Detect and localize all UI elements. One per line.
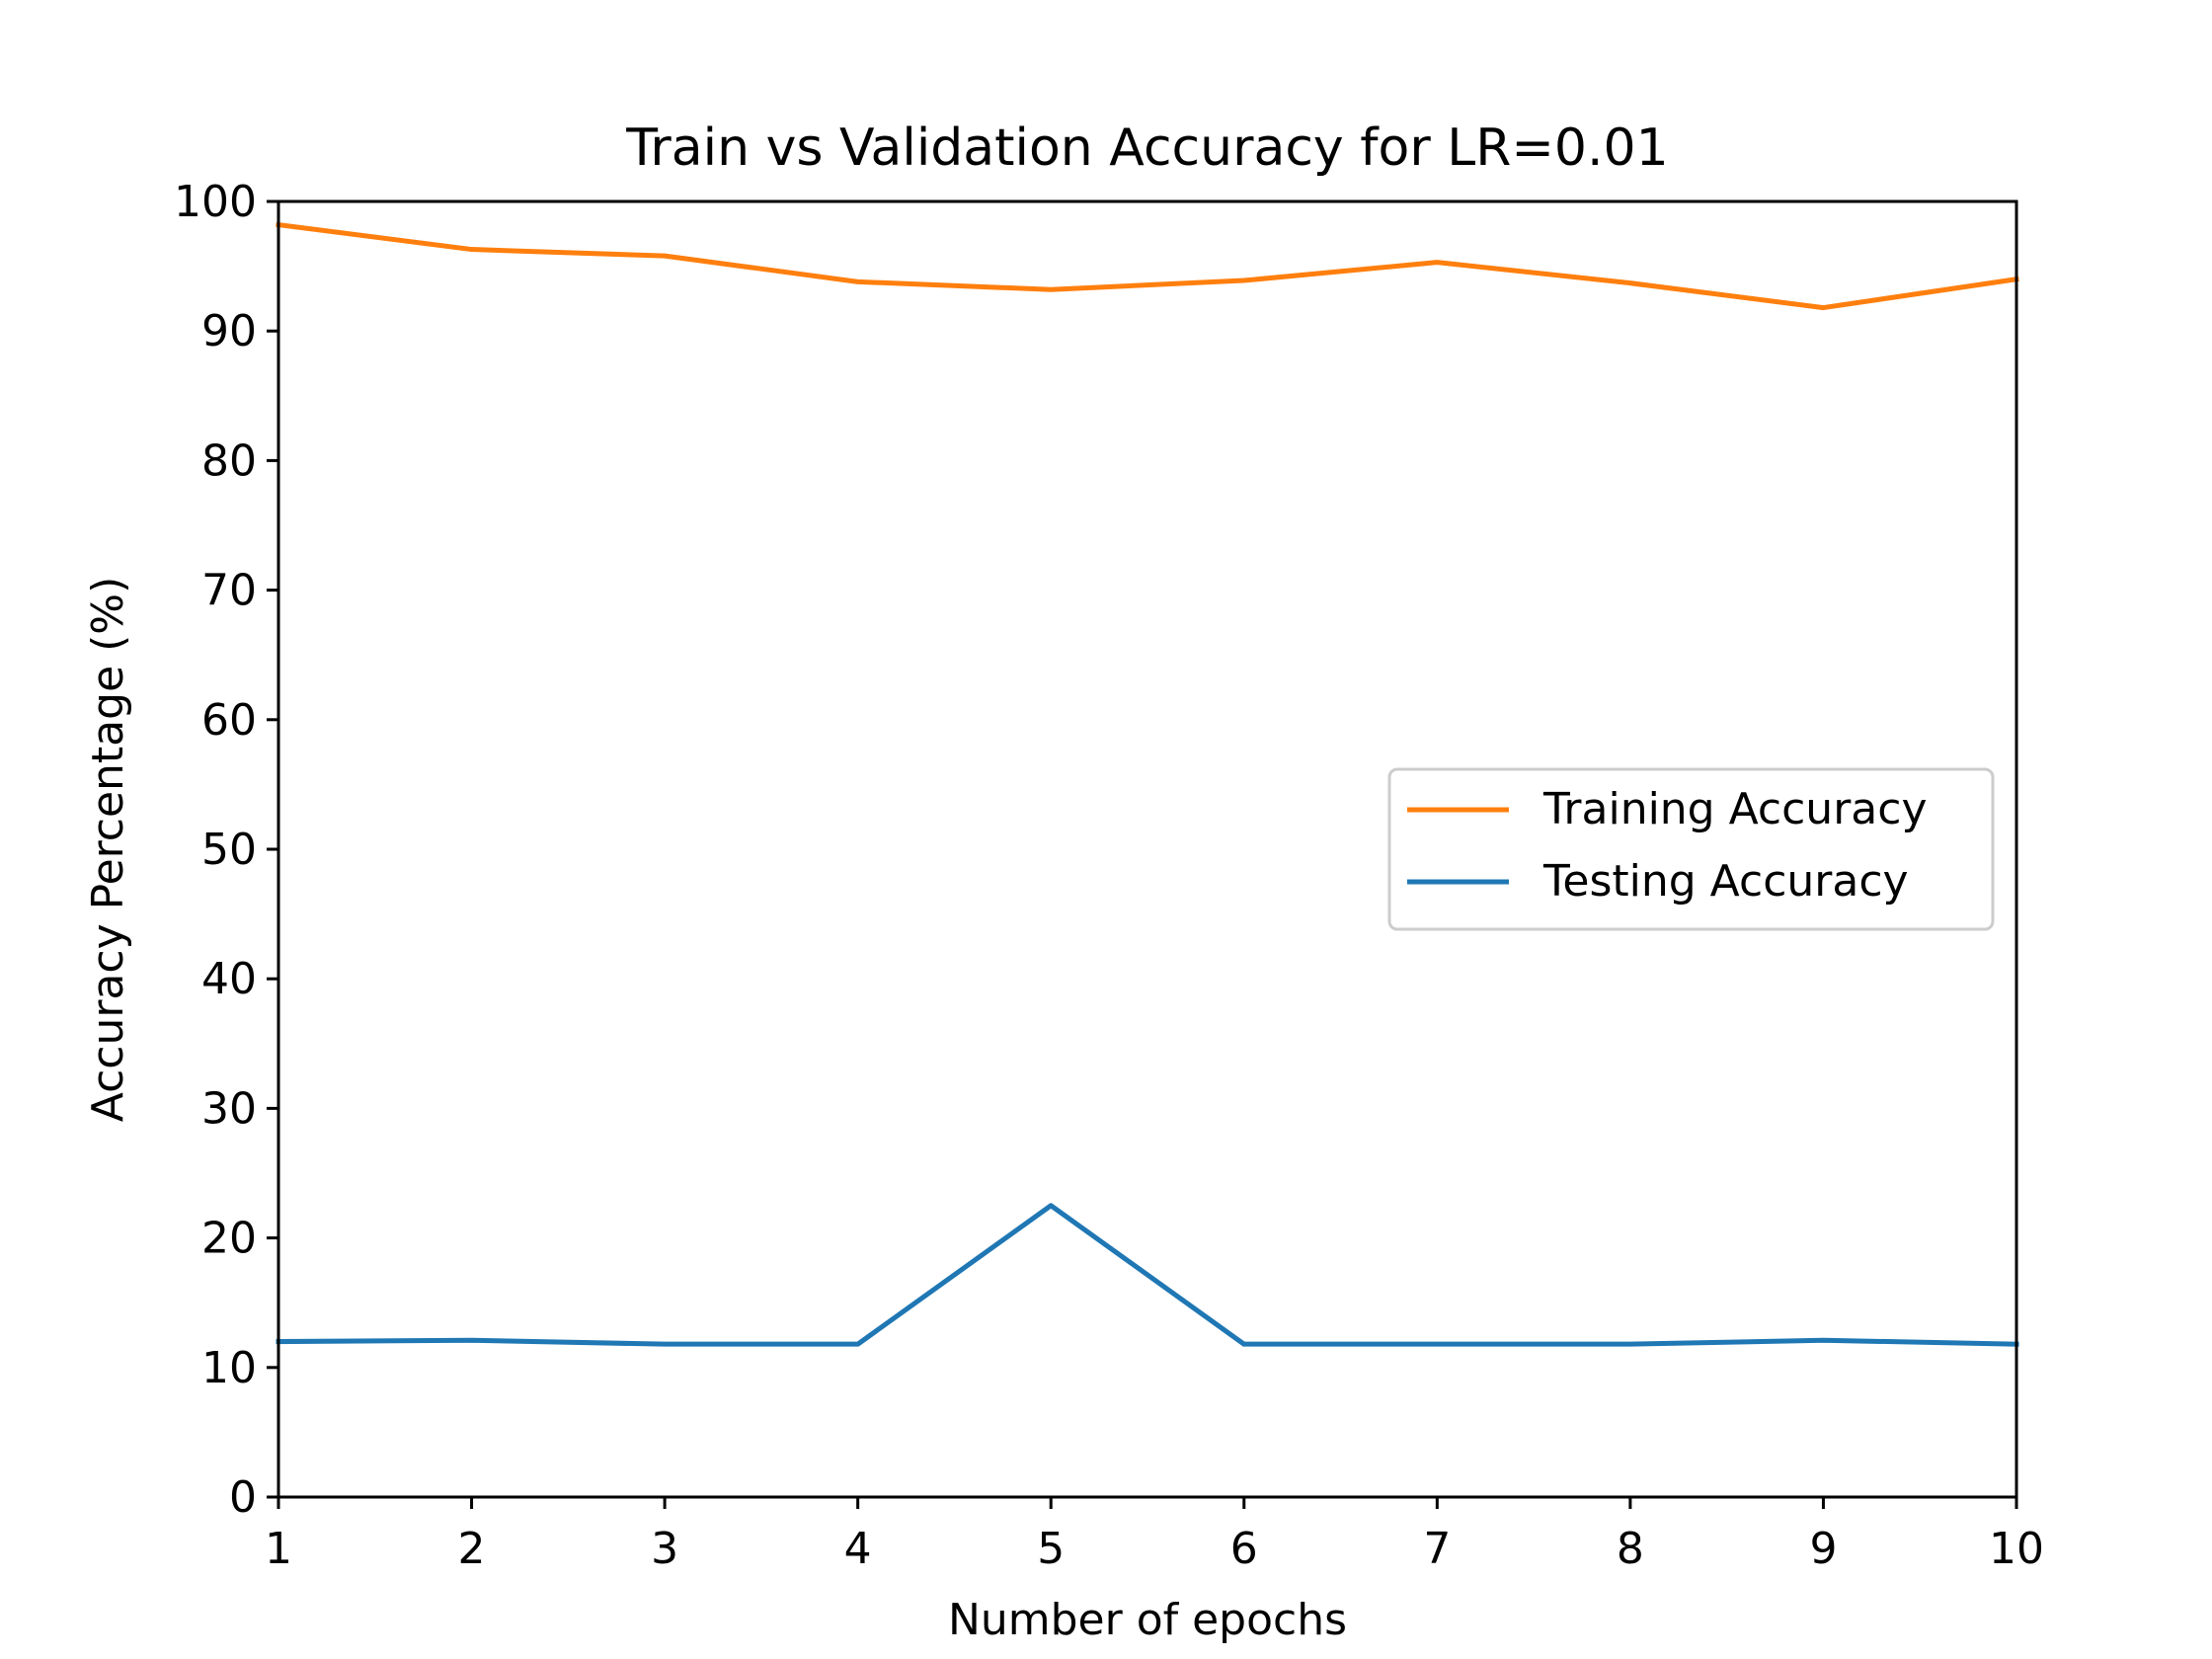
series-line-testing bbox=[276, 1203, 2019, 1347]
x-tick-label: 2 bbox=[458, 1524, 486, 1574]
plot-area-frame bbox=[276, 199, 2018, 1499]
x-tick-label: 9 bbox=[1809, 1524, 1837, 1574]
x-tick-label: 7 bbox=[1423, 1524, 1451, 1574]
legend-label-training: Training Accuracy bbox=[1542, 784, 1927, 834]
series-line-training bbox=[276, 221, 2019, 311]
y-tick-label: 100 bbox=[174, 177, 257, 227]
x-tick-label: 3 bbox=[651, 1524, 678, 1574]
y-tick-label: 60 bbox=[201, 695, 257, 746]
x-tick-label: 1 bbox=[265, 1524, 292, 1574]
y-tick-label: 10 bbox=[201, 1343, 257, 1393]
y-tick-label: 20 bbox=[201, 1214, 257, 1264]
x-axis-ticks: 1 2 3 4 5 6 7 8 9 10 bbox=[265, 1497, 2044, 1574]
y-axis-ticks: 0 10 20 30 40 50 60 70 80 90 100 bbox=[174, 177, 278, 1523]
y-tick-label: 50 bbox=[201, 825, 257, 875]
legend-label-testing: Testing Accuracy bbox=[1542, 856, 1909, 907]
y-tick-label: 80 bbox=[201, 435, 257, 486]
y-tick-label: 40 bbox=[201, 954, 257, 1004]
x-tick-label: 4 bbox=[844, 1524, 872, 1574]
y-axis-label: Accuracy Percentage (%) bbox=[83, 577, 133, 1123]
legend-box bbox=[1387, 767, 1995, 931]
chart-title: Train vs Validation Accuracy for LR=0.01 bbox=[625, 118, 1668, 178]
y-tick-label: 70 bbox=[201, 566, 257, 616]
y-tick-label: 90 bbox=[201, 306, 257, 356]
series-layer bbox=[276, 221, 2019, 1347]
x-tick-label: 10 bbox=[1989, 1524, 2044, 1574]
legend: Training Accuracy Testing Accuracy bbox=[1387, 767, 1995, 931]
y-tick-label: 30 bbox=[201, 1083, 257, 1134]
x-tick-label: 8 bbox=[1617, 1524, 1644, 1574]
y-tick-label: 0 bbox=[229, 1472, 257, 1523]
x-tick-label: 6 bbox=[1230, 1524, 1258, 1574]
x-tick-label: 5 bbox=[1037, 1524, 1065, 1574]
x-axis-label: Number of epochs bbox=[948, 1595, 1347, 1645]
